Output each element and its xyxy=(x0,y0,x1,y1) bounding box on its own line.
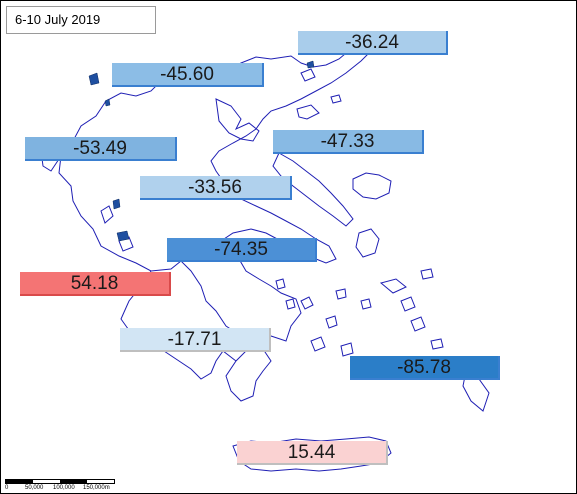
scale-tick-150000: 150,000m xyxy=(83,485,110,491)
region-label-central-macedonia: -45.60 xyxy=(112,63,264,87)
peloponnese-coastline xyxy=(120,270,237,380)
region-label-crete: 15.44 xyxy=(237,441,388,465)
scale-tick-50000: 50,000 xyxy=(25,485,44,491)
lemnos-coastline xyxy=(296,104,320,120)
region-label-north-aegean: -47.33 xyxy=(273,130,424,154)
region-label-east-macedonia-thrace: -36.24 xyxy=(298,31,448,55)
thasos-coastline xyxy=(300,68,316,82)
date-range-title: 6-10 July 2019 xyxy=(6,6,156,34)
samothrace-coastline xyxy=(330,94,342,104)
region-label-epirus: -53.49 xyxy=(25,137,177,161)
scale-tick-100000: 100,000 xyxy=(53,485,75,491)
ionian-islands-coastline xyxy=(100,205,134,252)
region-label-central-greece: -74.35 xyxy=(167,238,317,262)
scale-tick-0: 0 xyxy=(5,485,9,491)
samos-coastline xyxy=(379,278,407,294)
lake-north-west-small xyxy=(104,98,111,107)
scale-bar-graphic xyxy=(5,479,115,484)
lake-central xyxy=(112,198,121,210)
mainland-coastline xyxy=(58,42,372,402)
region-label-peloponnese: -17.71 xyxy=(120,328,271,352)
lesbos-coastline xyxy=(352,172,392,200)
chios-coastline xyxy=(355,228,380,258)
region-label-thessaly: -33.56 xyxy=(140,176,292,200)
lake-north-east xyxy=(306,60,315,69)
lake-west xyxy=(116,230,130,242)
region-label-south-aegean: -85.78 xyxy=(350,356,500,380)
cyclades-coastline xyxy=(275,268,456,370)
lake-north-west xyxy=(88,72,100,86)
region-label-western-greece: 54.18 xyxy=(20,272,171,296)
chalkidiki-coastline xyxy=(215,98,260,142)
